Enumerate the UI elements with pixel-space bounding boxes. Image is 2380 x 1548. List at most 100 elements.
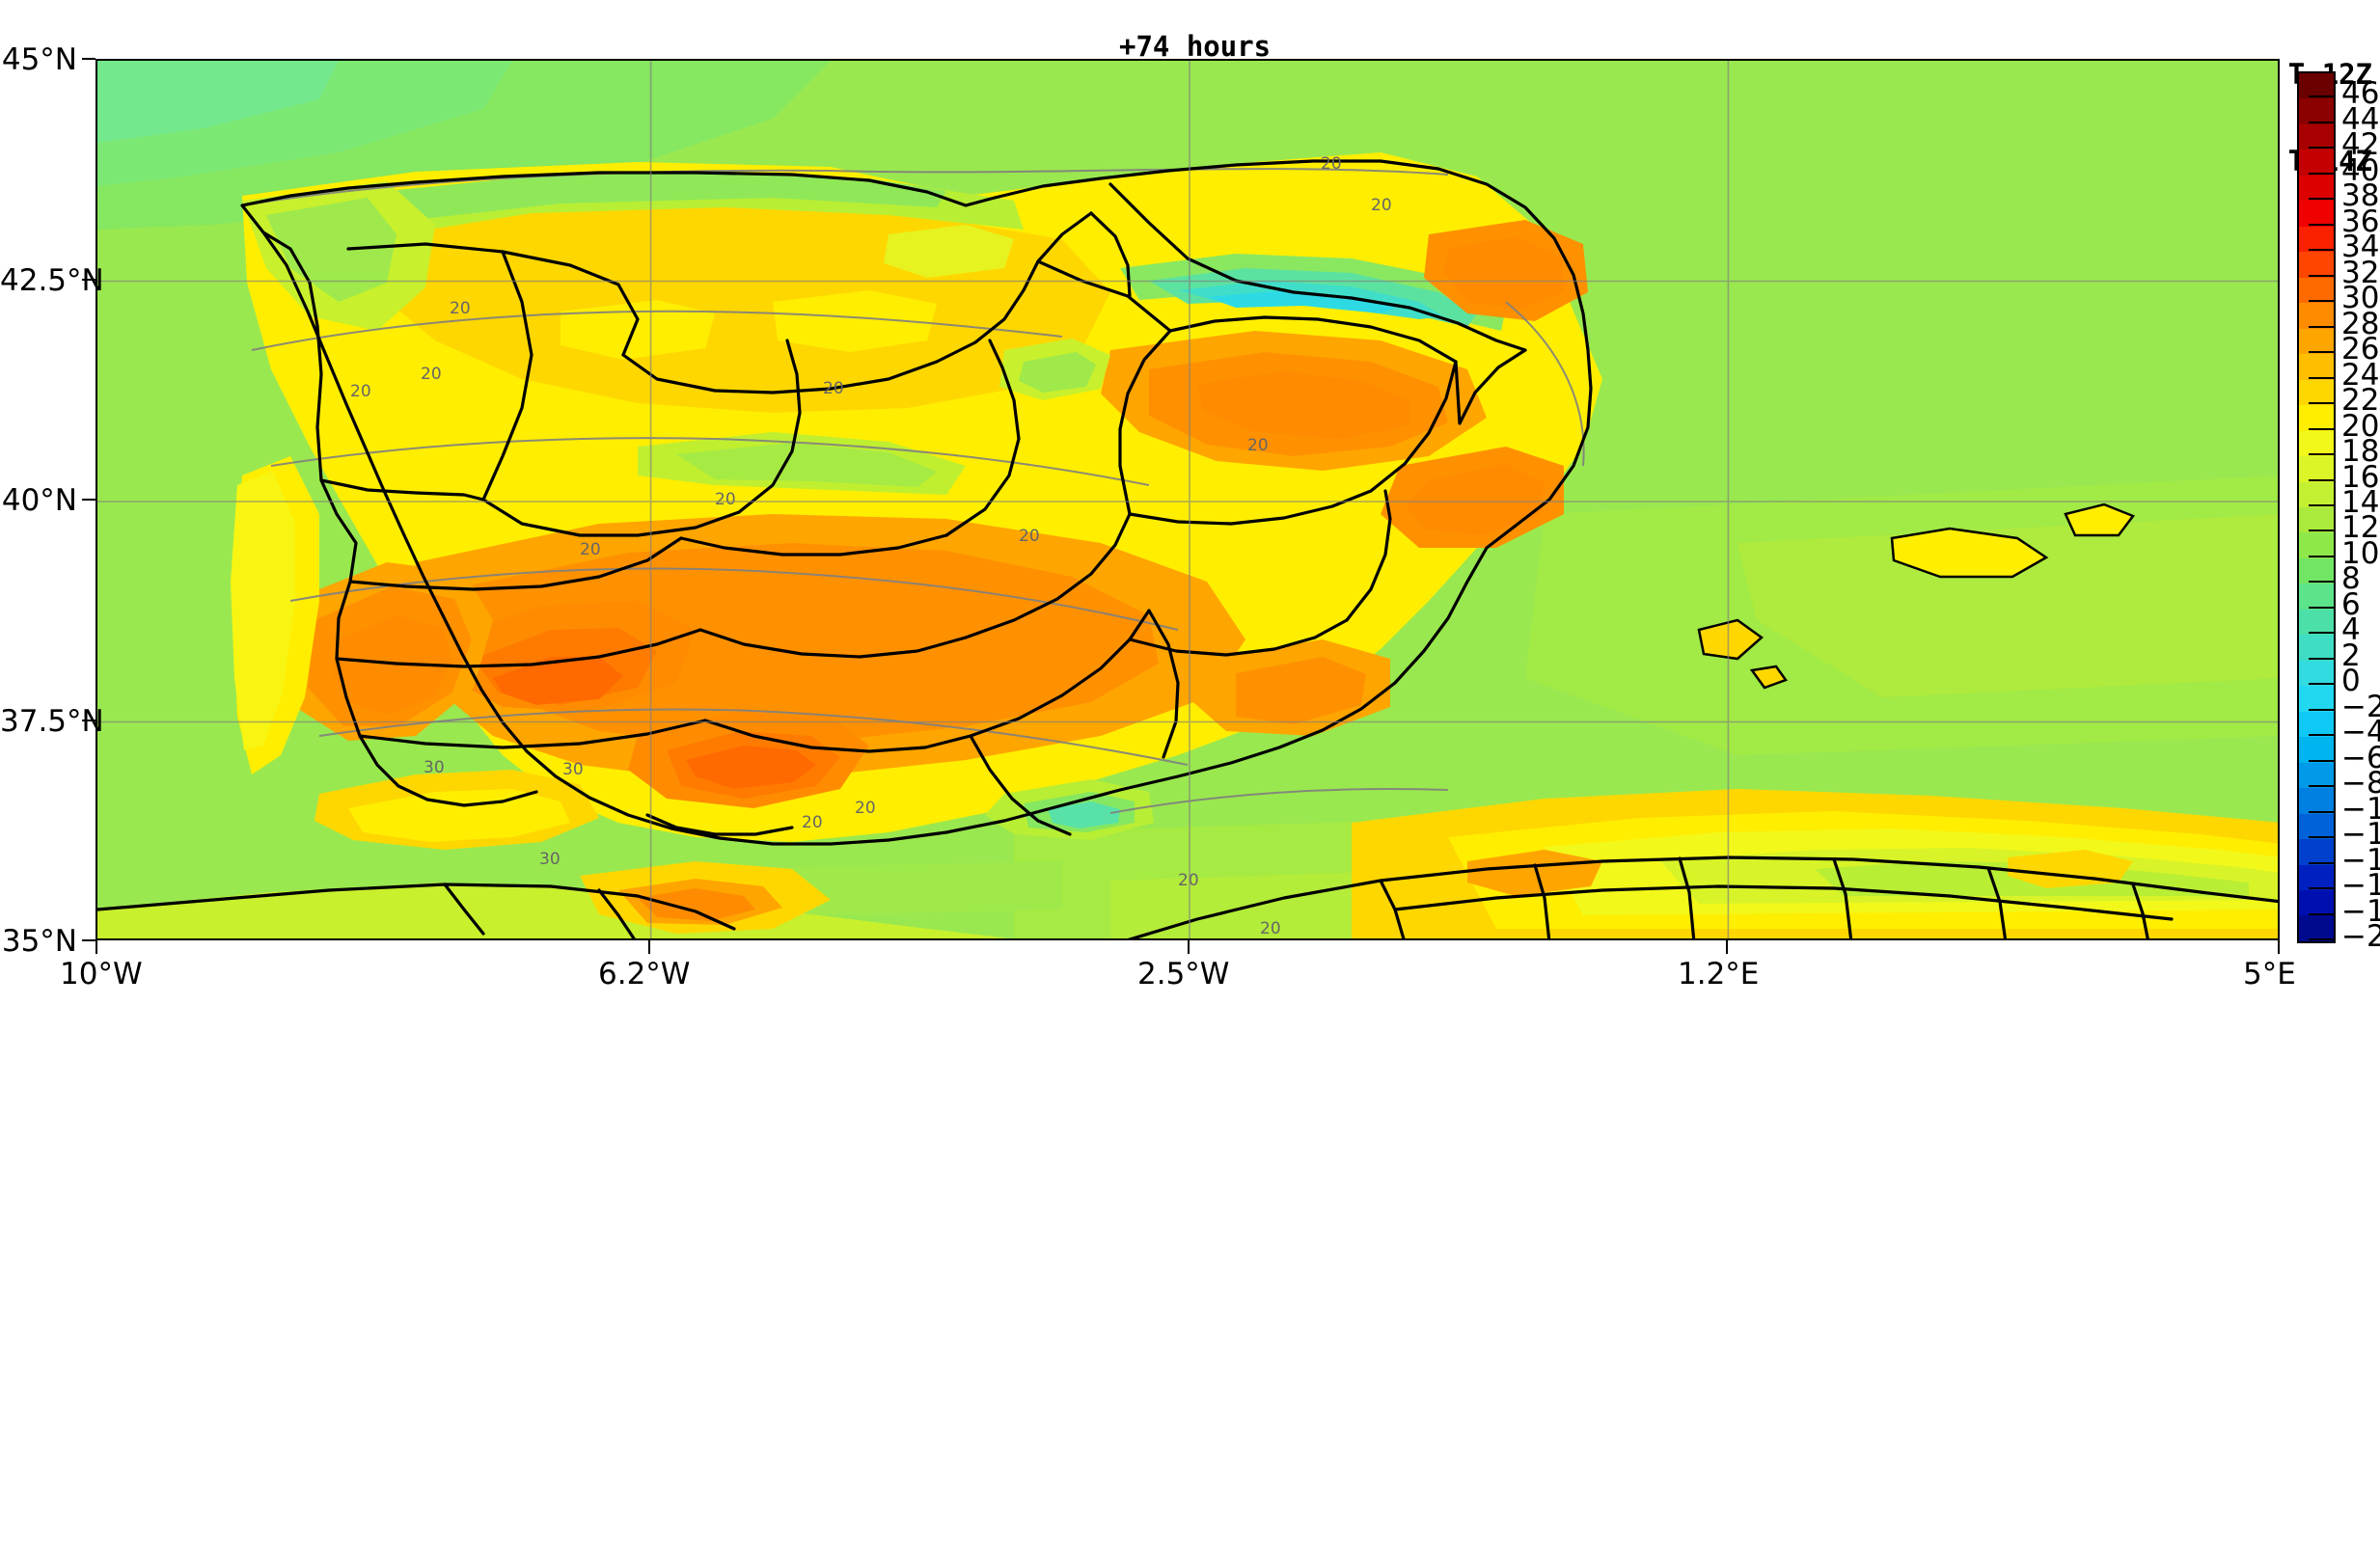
colorbar-segment — [2299, 123, 2334, 150]
y-tick-label-40: 40°N — [1, 483, 77, 518]
colorbar-segment — [2299, 890, 2334, 916]
svg-text:20: 20 — [823, 379, 844, 398]
colorbar-tick-label: 0 — [2341, 664, 2361, 699]
svg-text:20: 20 — [580, 540, 601, 559]
colorbar-tick-label: −14 — [2341, 842, 2380, 878]
x-tick-label-1-2E: 1.2°E — [1678, 957, 1760, 991]
colorbar-tick-label: −4 — [2341, 715, 2380, 750]
colorbar-tick-label: 34 — [2341, 230, 2380, 265]
colorbar-segment — [2299, 557, 2334, 584]
x-tick-2-5W — [1188, 940, 1190, 954]
colorbar-tick-label: 26 — [2341, 332, 2380, 367]
colorbar-tick-label: −8 — [2341, 766, 2380, 801]
y-tick-42-5 — [82, 279, 96, 281]
svg-text:20: 20 — [421, 365, 442, 384]
map-plot-area[interactable]: 20 20 20 20 20 20 20 20 20 20 20 20 20 2… — [96, 59, 2280, 940]
colorbar-tick-label: 16 — [2341, 459, 2380, 495]
colorbar-tick — [2309, 172, 2336, 175]
colorbar-tick — [2309, 376, 2336, 379]
colorbar-segment — [2299, 175, 2334, 202]
temperature-field-svg: 20 20 20 20 20 20 20 20 20 20 20 20 20 2… — [97, 61, 2278, 938]
colorbar-tick — [2309, 95, 2336, 98]
colorbar-segment — [2299, 277, 2334, 304]
colorbar-tick-label: 46 — [2341, 76, 2380, 112]
colorbar-tick-label: 6 — [2341, 586, 2361, 622]
colorbar-segment — [2299, 506, 2334, 533]
colorbar-segment — [2299, 864, 2334, 890]
colorbar-segment — [2299, 149, 2334, 176]
svg-text:20: 20 — [1321, 154, 1342, 174]
colorbar-tick-label: 4 — [2341, 612, 2361, 648]
svg-text:30: 30 — [562, 760, 584, 779]
colorbar-tick — [2309, 274, 2336, 277]
colorbar-tick — [2309, 453, 2336, 456]
colorbar-segment — [2299, 686, 2334, 712]
colorbar-tick — [2309, 836, 2336, 839]
x-tick-10W — [96, 940, 97, 954]
colorbar-segment — [2299, 711, 2334, 738]
colorbar-tick-label: −2 — [2341, 689, 2380, 724]
colorbar-tick-label: −12 — [2341, 817, 2380, 853]
y-tick-label-35: 35°N — [1, 924, 77, 959]
colorbar-segment — [2299, 839, 2334, 865]
svg-text:20: 20 — [855, 799, 876, 818]
svg-text:20: 20 — [350, 382, 371, 401]
colorbar-segment — [2299, 481, 2334, 507]
colorbar-tick-label: 14 — [2341, 485, 2380, 520]
colorbar-tick-label: 18 — [2341, 434, 2380, 470]
svg-text:20: 20 — [450, 299, 471, 318]
colorbar-tick — [2309, 198, 2336, 201]
colorbar-segment — [2299, 303, 2334, 329]
y-tick-40 — [82, 499, 96, 501]
svg-text:30: 30 — [424, 758, 445, 777]
colorbar-tick-label: −10 — [2341, 791, 2380, 827]
temperature-colorbar[interactable] — [2297, 71, 2336, 943]
colorbar-tick-label: −20 — [2341, 919, 2380, 954]
svg-text:20: 20 — [1019, 527, 1040, 546]
y-tick-37-5 — [82, 720, 96, 721]
svg-text:20: 20 — [1247, 436, 1269, 455]
svg-text:30: 30 — [539, 850, 561, 869]
svg-text:20: 20 — [715, 490, 736, 509]
colorbar-segment — [2299, 660, 2334, 687]
y-tick-label-42-5: 42.5°N — [0, 263, 104, 298]
colorbar-segment — [2299, 328, 2334, 355]
colorbar-segment — [2299, 201, 2334, 227]
colorbar-tick — [2309, 325, 2336, 328]
lead-time-label: +74 hours — [1119, 30, 1272, 63]
colorbar-segment — [2299, 532, 2334, 558]
colorbar-tick-label: 42 — [2341, 127, 2380, 163]
y-tick-45 — [82, 58, 96, 60]
colorbar-segment — [2299, 379, 2334, 406]
colorbar-segment — [2299, 762, 2334, 789]
colorbar-segment — [2299, 584, 2334, 610]
colorbar-tick-label: 22 — [2341, 383, 2380, 419]
colorbar-tick-label: 8 — [2341, 561, 2361, 597]
colorbar-tick-label: 32 — [2341, 255, 2380, 290]
svg-text:20: 20 — [1371, 196, 1392, 215]
colorbar-tick — [2309, 249, 2336, 252]
colorbar-segment — [2299, 430, 2334, 457]
colorbar-tick-label: −16 — [2341, 868, 2380, 904]
colorbar-tick-label: 24 — [2341, 357, 2380, 393]
colorbar-segment — [2299, 405, 2334, 431]
y-tick-label-37-5: 37.5°N — [0, 704, 104, 739]
colorbar-segment — [2299, 354, 2334, 380]
x-tick-6-2W — [648, 940, 650, 954]
colorbar-tick — [2309, 504, 2336, 506]
colorbar-tick — [2309, 427, 2336, 430]
colorbar-segment — [2299, 456, 2334, 482]
colorbar-tick — [2309, 555, 2336, 557]
chart-header: Temperature(ºC) 2m ARPEGE 0.1º +74 hours… — [0, 0, 2380, 176]
colorbar-segment — [2299, 98, 2334, 124]
colorbar-segment — [2299, 915, 2334, 941]
colorbar-tick-label: 20 — [2341, 408, 2380, 444]
colorbar-tick — [2309, 351, 2336, 354]
colorbar-tick — [2309, 147, 2336, 149]
colorbar-segment — [2299, 226, 2334, 253]
colorbar-segment — [2299, 609, 2334, 636]
colorbar-tick — [2309, 530, 2336, 532]
colorbar-labels: 46 44 42 40 38 36 34 32 30 28 26 24 22 20 18 16 14 12 10 8 6… — [2309, 71, 2380, 954]
x-tick-label-10W: 10°W — [60, 957, 143, 991]
colorbar-tick-label: 10 — [2341, 535, 2380, 571]
